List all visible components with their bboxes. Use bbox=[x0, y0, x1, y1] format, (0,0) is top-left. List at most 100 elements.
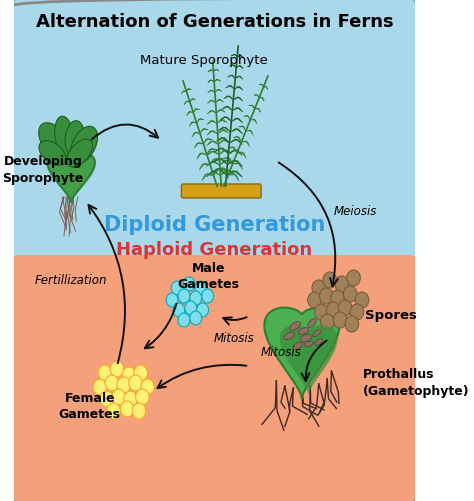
Circle shape bbox=[183, 277, 195, 291]
Circle shape bbox=[117, 377, 130, 393]
Circle shape bbox=[343, 286, 357, 302]
Circle shape bbox=[190, 311, 202, 325]
Circle shape bbox=[355, 292, 369, 308]
Polygon shape bbox=[208, 80, 214, 83]
Ellipse shape bbox=[315, 339, 323, 345]
Polygon shape bbox=[197, 153, 207, 159]
FancyArrowPatch shape bbox=[157, 365, 246, 388]
Circle shape bbox=[120, 401, 134, 417]
Circle shape bbox=[107, 403, 120, 419]
Polygon shape bbox=[220, 116, 231, 121]
Ellipse shape bbox=[284, 332, 294, 340]
Polygon shape bbox=[227, 170, 242, 177]
Text: Haploid Generation: Haploid Generation bbox=[117, 241, 312, 259]
Polygon shape bbox=[216, 137, 229, 143]
Polygon shape bbox=[187, 111, 193, 115]
Text: Mitosis: Mitosis bbox=[261, 347, 302, 360]
Text: Female
Gametes: Female Gametes bbox=[59, 391, 121, 420]
Circle shape bbox=[331, 290, 344, 306]
Polygon shape bbox=[237, 55, 243, 58]
Polygon shape bbox=[219, 150, 232, 155]
FancyArrowPatch shape bbox=[92, 124, 158, 139]
Polygon shape bbox=[230, 128, 243, 134]
Polygon shape bbox=[207, 151, 219, 156]
Polygon shape bbox=[200, 128, 208, 133]
Polygon shape bbox=[47, 153, 95, 202]
Text: Mitosis: Mitosis bbox=[214, 333, 255, 346]
Circle shape bbox=[136, 389, 149, 405]
Ellipse shape bbox=[293, 342, 302, 350]
Polygon shape bbox=[244, 115, 250, 120]
Circle shape bbox=[347, 270, 360, 286]
Polygon shape bbox=[207, 131, 218, 135]
Circle shape bbox=[335, 276, 348, 292]
Circle shape bbox=[338, 300, 352, 316]
Circle shape bbox=[98, 365, 112, 381]
Polygon shape bbox=[254, 95, 259, 98]
Ellipse shape bbox=[290, 321, 301, 331]
Polygon shape bbox=[255, 108, 261, 112]
Polygon shape bbox=[208, 90, 215, 93]
Ellipse shape bbox=[39, 123, 73, 163]
Ellipse shape bbox=[39, 141, 66, 165]
Polygon shape bbox=[236, 66, 243, 69]
Polygon shape bbox=[215, 89, 222, 92]
Polygon shape bbox=[233, 163, 243, 169]
Polygon shape bbox=[246, 130, 253, 135]
Ellipse shape bbox=[313, 329, 321, 337]
Circle shape bbox=[105, 375, 118, 391]
Polygon shape bbox=[194, 142, 203, 148]
Polygon shape bbox=[228, 147, 237, 153]
FancyArrowPatch shape bbox=[279, 162, 338, 286]
Polygon shape bbox=[207, 141, 219, 145]
Circle shape bbox=[323, 272, 337, 288]
Circle shape bbox=[312, 280, 326, 296]
Polygon shape bbox=[207, 110, 216, 114]
Circle shape bbox=[350, 304, 364, 320]
Circle shape bbox=[178, 313, 190, 327]
Polygon shape bbox=[208, 100, 216, 103]
Text: Meiosis: Meiosis bbox=[334, 204, 377, 217]
Polygon shape bbox=[237, 152, 246, 158]
Polygon shape bbox=[207, 120, 217, 124]
Polygon shape bbox=[186, 89, 191, 92]
Ellipse shape bbox=[65, 121, 84, 155]
Polygon shape bbox=[259, 97, 264, 101]
Polygon shape bbox=[197, 118, 204, 123]
Polygon shape bbox=[228, 149, 243, 155]
Ellipse shape bbox=[298, 328, 309, 334]
Circle shape bbox=[122, 367, 136, 383]
Polygon shape bbox=[189, 122, 197, 126]
Circle shape bbox=[315, 304, 328, 320]
Circle shape bbox=[134, 365, 147, 381]
FancyArrowPatch shape bbox=[89, 205, 125, 363]
Ellipse shape bbox=[55, 116, 74, 156]
Polygon shape bbox=[259, 84, 264, 87]
Text: Mature Sporophyte: Mature Sporophyte bbox=[140, 54, 268, 67]
Polygon shape bbox=[206, 161, 220, 166]
Circle shape bbox=[308, 292, 321, 308]
Polygon shape bbox=[220, 170, 235, 175]
Circle shape bbox=[166, 293, 178, 307]
Polygon shape bbox=[210, 168, 227, 175]
FancyBboxPatch shape bbox=[12, 0, 417, 501]
Polygon shape bbox=[235, 76, 243, 79]
Polygon shape bbox=[264, 87, 268, 89]
Polygon shape bbox=[218, 168, 228, 175]
Polygon shape bbox=[229, 65, 236, 68]
Polygon shape bbox=[210, 158, 221, 165]
Polygon shape bbox=[250, 119, 257, 124]
Polygon shape bbox=[218, 127, 230, 132]
Polygon shape bbox=[241, 141, 250, 147]
Text: Prothallus
(Gametophyte): Prothallus (Gametophyte) bbox=[363, 368, 469, 398]
Circle shape bbox=[195, 281, 207, 295]
Polygon shape bbox=[212, 158, 228, 164]
Polygon shape bbox=[226, 85, 234, 89]
Ellipse shape bbox=[304, 341, 313, 347]
Circle shape bbox=[110, 361, 124, 377]
Polygon shape bbox=[219, 140, 230, 144]
Circle shape bbox=[124, 391, 137, 407]
FancyArrowPatch shape bbox=[301, 341, 327, 381]
Polygon shape bbox=[238, 126, 246, 131]
Polygon shape bbox=[206, 171, 220, 177]
